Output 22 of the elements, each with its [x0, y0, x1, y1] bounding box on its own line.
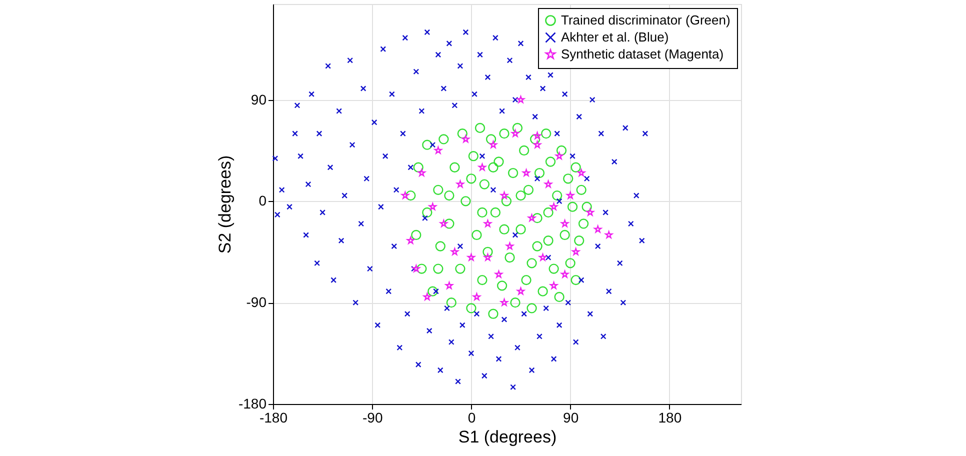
point: [506, 242, 514, 250]
y-tick-label: 0: [258, 192, 267, 209]
y-axis-title: S2 (degrees): [215, 155, 234, 254]
x-tick-label: 90: [563, 410, 579, 426]
y-tick-label: -180: [238, 396, 267, 412]
point: [516, 287, 525, 295]
legend-label: Trained discriminator (Green): [561, 12, 730, 28]
y-tick-label: -90: [246, 294, 267, 310]
point: [494, 270, 503, 278]
y-tick-label: 90: [250, 91, 267, 108]
legend-label: Synthetic dataset (Magenta): [561, 46, 724, 62]
x-tick-label: 180: [658, 410, 682, 426]
point: [478, 163, 486, 171]
point: [533, 140, 542, 148]
point: [489, 140, 498, 148]
point: [533, 132, 542, 140]
x-tick-label: 0: [468, 410, 476, 426]
legend-label: Akhter et al. (Blue): [561, 30, 669, 44]
point: [484, 220, 492, 228]
x-axis-title: S1 (degrees): [458, 428, 557, 446]
x-tick-label: -90: [362, 410, 383, 426]
point: [516, 96, 525, 104]
